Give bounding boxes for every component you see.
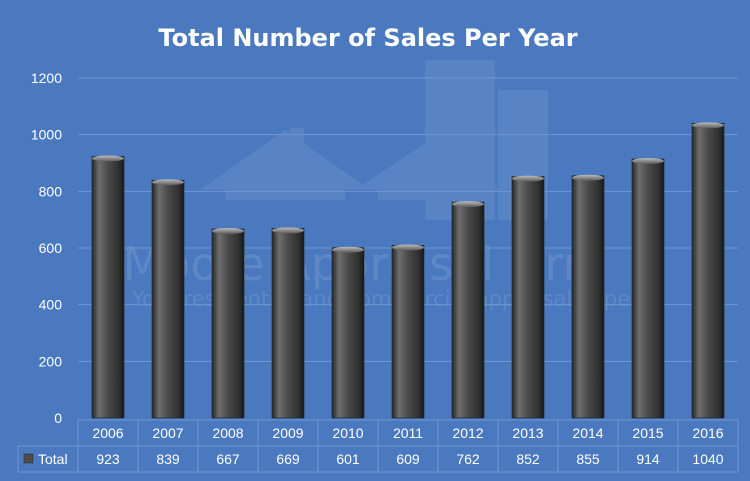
data-label: 923 — [96, 451, 120, 467]
bar-body — [571, 175, 605, 419]
x-tick-label: 2009 — [272, 425, 303, 441]
bar — [631, 158, 665, 419]
bar-cap — [572, 174, 604, 181]
bar-cap — [512, 175, 544, 182]
x-tick-label: 2010 — [332, 425, 363, 441]
bar — [331, 246, 365, 419]
data-label: 669 — [276, 451, 300, 467]
legend-series-name: Total — [38, 451, 68, 467]
x-tick-label: 2006 — [92, 425, 123, 441]
bar-body — [451, 201, 485, 419]
bar — [571, 174, 605, 419]
bar — [511, 175, 545, 419]
bar-body — [211, 228, 245, 419]
bar-cap — [152, 179, 184, 186]
bar-body — [391, 245, 425, 419]
bar-cap — [452, 201, 484, 208]
legend-swatch — [23, 453, 34, 464]
y-tick-label: 800 — [39, 183, 63, 199]
bar-body — [331, 247, 365, 419]
y-axis-ticks: 0 200 400 600 800 1000 1200 — [31, 70, 62, 426]
data-table: 2006 923 2007 839 2008 667 2009 669 2010 601 2011 6… — [17, 419, 739, 473]
x-tick-label: 2014 — [572, 425, 603, 441]
bar-body — [151, 179, 185, 419]
data-label: 852 — [516, 451, 540, 467]
bar-body — [631, 158, 665, 419]
bar — [451, 201, 485, 419]
data-label: 667 — [216, 451, 240, 467]
y-tick-label: 600 — [39, 240, 63, 256]
data-label: 601 — [336, 451, 360, 467]
bar-body — [511, 176, 545, 419]
bar-cap — [692, 122, 724, 129]
y-tick-label: 0 — [54, 410, 62, 426]
bar — [151, 179, 185, 419]
x-tick-label: 2015 — [632, 425, 663, 441]
x-tick-label: 2007 — [152, 425, 183, 441]
bar-body — [91, 156, 125, 419]
x-tick-label: 2008 — [212, 425, 243, 441]
bar-body — [691, 123, 725, 419]
bar-cap — [332, 246, 364, 253]
bar-cap — [92, 155, 124, 162]
y-tick-label: 400 — [39, 297, 63, 313]
y-tick-label: 1000 — [31, 127, 62, 143]
bar-cap — [212, 228, 244, 235]
bar — [211, 228, 245, 419]
x-tick-label: 2011 — [393, 425, 423, 441]
y-tick-label: 1200 — [31, 70, 62, 86]
data-label: 762 — [456, 451, 480, 467]
bar-cap — [272, 227, 304, 234]
bar — [271, 227, 305, 419]
x-tick-label: 2016 — [692, 425, 723, 441]
data-label: 1040 — [692, 451, 723, 467]
bar-cap — [392, 244, 424, 251]
bar — [391, 244, 425, 419]
chart-title: Total Number of Sales Per Year — [158, 24, 577, 52]
bars — [91, 122, 725, 419]
x-tick-label: 2013 — [512, 425, 543, 441]
y-tick-label: 200 — [39, 353, 63, 369]
watermark-logo — [200, 60, 548, 220]
data-label: 839 — [156, 451, 180, 467]
data-label: 609 — [396, 451, 420, 467]
bar-body — [271, 228, 305, 419]
data-label: 855 — [576, 451, 600, 467]
x-tick-label: 2012 — [452, 425, 483, 441]
bar — [91, 155, 125, 419]
bar-cap — [632, 158, 664, 165]
data-label: 914 — [636, 451, 660, 467]
bar — [691, 122, 725, 419]
